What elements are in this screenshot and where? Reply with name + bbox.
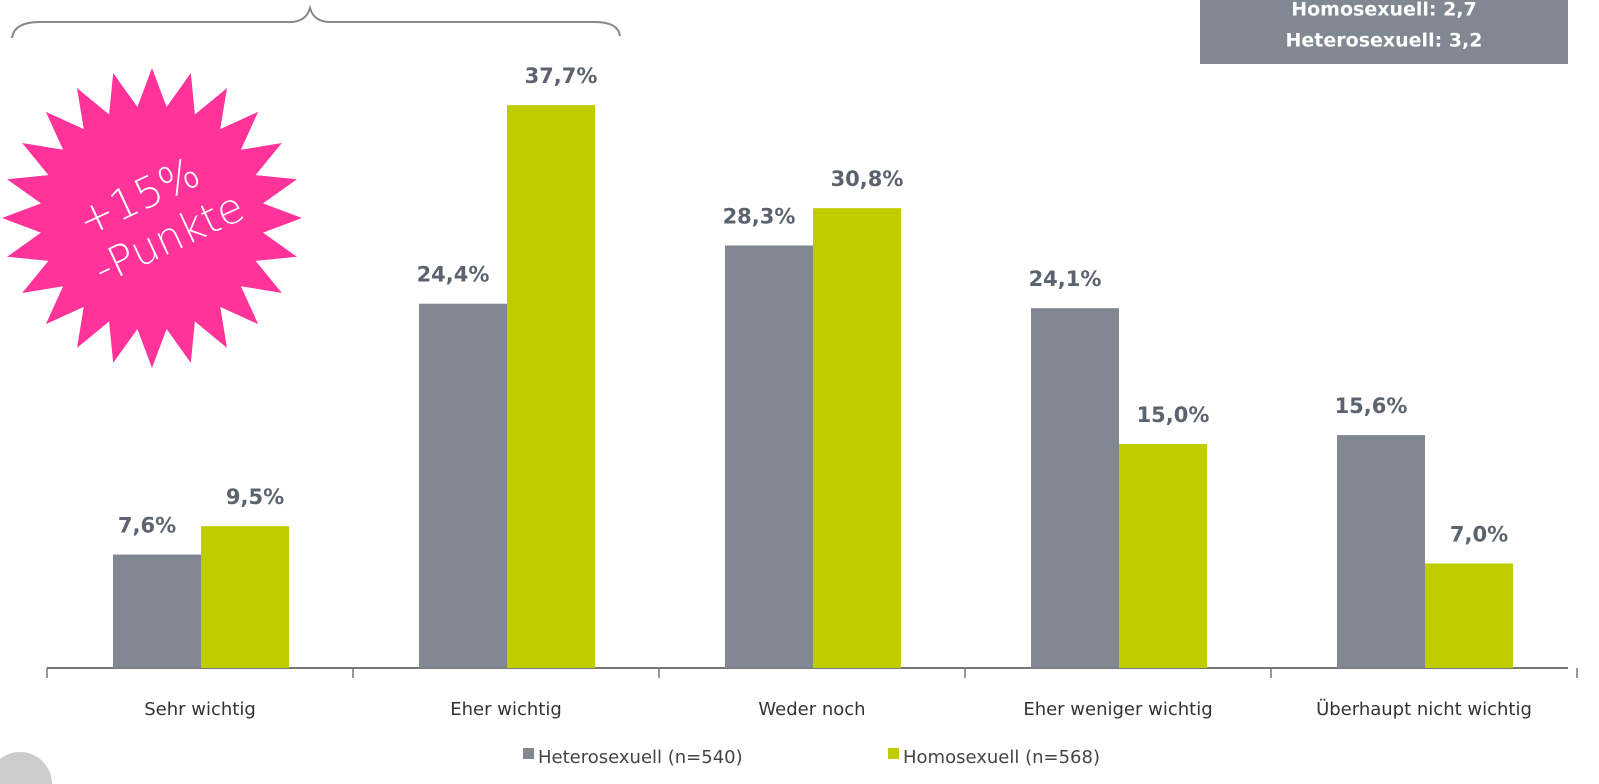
data-label: 30,8%	[831, 167, 904, 191]
x-tick-label: Sehr wichtig	[144, 699, 256, 720]
data-label: 7,6%	[118, 514, 176, 538]
bar	[813, 208, 901, 668]
bar	[419, 303, 507, 668]
bar	[1119, 444, 1207, 668]
bar	[725, 245, 813, 668]
x-tick-label: Eher weniger wichtig	[1023, 699, 1212, 720]
x-tick-label: Weder noch	[758, 699, 865, 720]
data-label: 24,4%	[417, 263, 490, 287]
x-tick-label: Eher wichtig	[450, 699, 562, 720]
data-label: 28,3%	[723, 204, 796, 228]
data-label: 15,0%	[1137, 403, 1210, 427]
legend-label: Homosexuell (n=568)	[903, 747, 1100, 768]
starburst-text: +15% -Punkte	[70, 147, 251, 293]
legend-label: Heterosexuell (n=540)	[538, 747, 743, 768]
bar	[1425, 563, 1513, 668]
info-line: Homosexuell: 2,7	[1291, 0, 1477, 21]
bar	[113, 554, 201, 668]
bar	[1031, 308, 1119, 668]
starburst	[2, 68, 302, 368]
bar	[1337, 435, 1425, 668]
bar	[201, 526, 289, 668]
data-label: 9,5%	[226, 485, 284, 509]
data-label: 7,0%	[1450, 522, 1508, 546]
legend-swatch	[888, 748, 899, 759]
data-label: 15,6%	[1335, 394, 1408, 418]
logo	[0, 752, 52, 784]
axis-ticks	[46, 668, 1578, 678]
x-tick-label: Überhaupt nicht wichtig	[1316, 698, 1532, 720]
legend-swatch	[523, 748, 534, 759]
info-line: Heterosexuell: 3,2	[1286, 30, 1483, 52]
brace	[11, 4, 621, 39]
data-label: 37,7%	[525, 64, 598, 88]
data-label: 24,1%	[1029, 267, 1102, 291]
info-box	[1200, 0, 1568, 64]
bar	[507, 105, 595, 669]
